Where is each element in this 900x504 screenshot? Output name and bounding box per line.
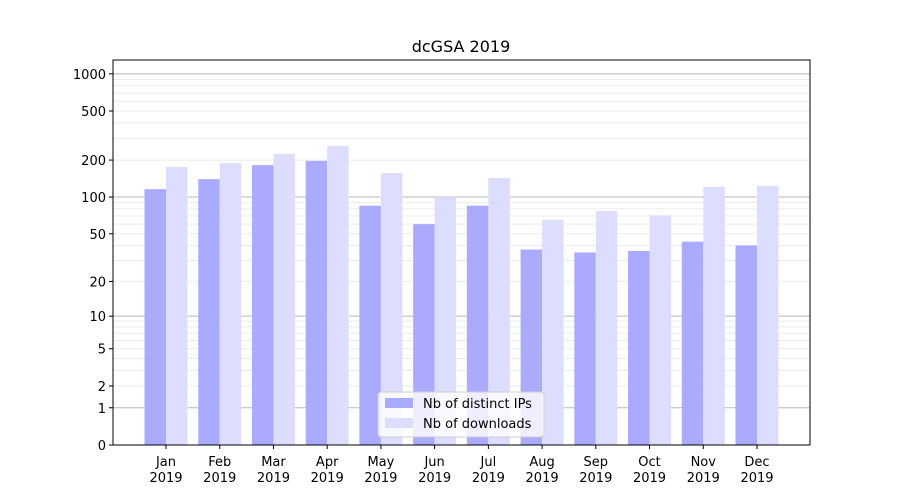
bar-distinct-ips: [198, 179, 220, 445]
x-tick-label-line: Jul: [480, 455, 497, 470]
bar-distinct-ips: [574, 252, 596, 445]
bar-distinct-ips: [251, 165, 274, 445]
x-tick-label: Apr 2019: [311, 455, 344, 486]
bar-downloads: [273, 154, 295, 446]
x-tick-label: Sep 2019: [579, 455, 612, 486]
chart-title: dcGSA 2019: [412, 37, 511, 56]
y-tick-label: 50: [89, 228, 106, 243]
x-tick-label-line: Mar: [261, 455, 286, 470]
legend-label: Nb of downloads: [423, 417, 532, 432]
y-axis: 0 1 2 5 10 20 50 100 200 500 1000: [73, 68, 113, 454]
y-tick-label: 10: [89, 310, 106, 325]
x-tick-label: Oct 2019: [633, 455, 666, 486]
x-tick-label: Jan 2019: [149, 455, 182, 486]
bar-downloads: [757, 186, 779, 445]
x-tick-label-line: 2019: [364, 471, 397, 486]
legend-swatch: [385, 398, 413, 408]
x-tick-label-line: 2019: [257, 471, 290, 486]
x-tick-label-line: Feb: [208, 455, 231, 470]
bar-downloads: [542, 219, 564, 445]
x-tick-label-line: Jan: [155, 455, 176, 470]
y-tick-label: 5: [98, 343, 106, 358]
x-tick-label-line: 2019: [687, 471, 720, 486]
x-tick-label-line: 2019: [526, 471, 559, 486]
x-tick-label-line: 2019: [311, 471, 344, 486]
bar-downloads: [488, 178, 510, 445]
x-tick-label-line: May: [367, 455, 394, 470]
y-tick-label: 1: [98, 402, 106, 417]
x-tick-label-line: Sep: [584, 455, 609, 470]
bar-distinct-ips: [305, 160, 328, 445]
bar-distinct-ips: [735, 245, 757, 445]
x-tick-label-line: 2019: [149, 471, 182, 486]
legend: Nb of distinct IPs Nb of downloads: [377, 391, 545, 438]
x-tick-label-line: Jun: [423, 455, 444, 470]
bar-distinct-ips: [466, 205, 489, 445]
x-tick-label-line: 2019: [203, 471, 236, 486]
bar-distinct-ips: [413, 224, 435, 445]
bar-distinct-ips: [359, 205, 381, 445]
legend-swatch: [385, 418, 413, 428]
x-tick-label: Feb 2019: [203, 455, 236, 486]
x-tick-label-line: 2019: [740, 471, 773, 486]
y-tick-label: 200: [81, 154, 106, 169]
x-tick-label-line: 2019: [633, 471, 666, 486]
x-tick-label-line: 2019: [418, 471, 451, 486]
y-tick-label: 500: [81, 105, 106, 120]
bar-downloads: [703, 186, 725, 445]
x-tick-label: Mar 2019: [257, 455, 290, 486]
bar-distinct-ips: [628, 251, 650, 445]
bar-distinct-ips: [681, 241, 704, 445]
x-tick-label-line: Oct: [638, 455, 660, 470]
x-tick-label: May 2019: [364, 455, 397, 486]
x-tick-label-line: Apr: [316, 455, 339, 470]
y-tick-label: 100: [81, 191, 106, 206]
legend-label: Nb of distinct IPs: [423, 397, 532, 412]
x-tick-label: Dec 2019: [740, 455, 773, 486]
x-tick-label: Jul 2019: [472, 455, 505, 486]
bar-downloads: [380, 173, 403, 446]
bar-downloads: [327, 146, 349, 446]
y-tick-label: 2: [98, 380, 106, 395]
legend-box: [377, 391, 545, 438]
y-tick-label: 1000: [73, 68, 106, 83]
y-tick-label: 20: [89, 275, 106, 290]
bar-distinct-ips: [144, 189, 166, 445]
y-tick-label: 0: [98, 439, 106, 454]
bar-downloads: [434, 197, 457, 445]
x-tick-label: Aug 2019: [526, 455, 559, 486]
plot-frame: [112, 59, 811, 446]
bar-downloads: [166, 166, 188, 445]
x-tick-label: Jun 2019: [418, 455, 451, 486]
x-tick-label-line: Aug: [529, 455, 554, 470]
x-tick-label: Nov 2019: [687, 455, 720, 486]
bar-downloads: [649, 215, 672, 445]
bar-downloads: [595, 210, 618, 445]
x-tick-label-line: Nov: [691, 455, 717, 470]
x-tick-label-line: 2019: [472, 471, 505, 486]
x-tick-label-line: Dec: [744, 455, 769, 470]
bar-downloads: [219, 163, 242, 445]
x-tick-label-line: 2019: [579, 471, 612, 486]
